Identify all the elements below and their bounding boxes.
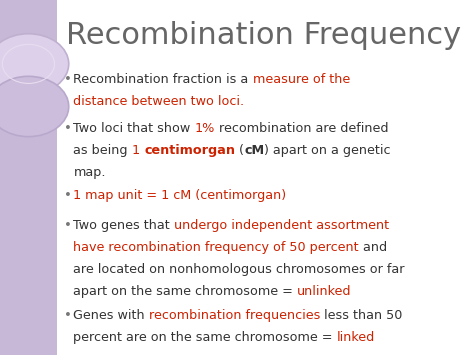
Text: percent are on the same chromosome =: percent are on the same chromosome =	[73, 331, 337, 344]
Text: linked: linked	[337, 331, 375, 344]
Text: measure of the: measure of the	[253, 73, 350, 86]
Text: •: •	[64, 73, 72, 86]
Text: Recombination Frequency: Recombination Frequency	[66, 21, 462, 50]
Text: apart on the same chromosome =: apart on the same chromosome =	[73, 285, 297, 299]
Text: •: •	[64, 219, 72, 233]
Text: are located on nonhomologous chromosomes or far: are located on nonhomologous chromosomes…	[73, 263, 405, 277]
Text: centimorgan: centimorgan	[144, 144, 235, 158]
Text: Two genes that: Two genes that	[73, 219, 174, 233]
Text: Two loci that show: Two loci that show	[73, 122, 195, 136]
FancyBboxPatch shape	[0, 0, 57, 355]
Text: •: •	[64, 309, 72, 322]
Text: distance between two loci.: distance between two loci.	[73, 95, 245, 108]
Text: map.: map.	[73, 166, 106, 180]
Text: •: •	[64, 122, 72, 136]
Text: recombination are defined: recombination are defined	[215, 122, 389, 136]
Text: Recombination fraction is a: Recombination fraction is a	[73, 73, 253, 86]
Text: and: and	[359, 241, 387, 255]
Text: recombination frequencies: recombination frequencies	[149, 309, 320, 322]
Circle shape	[0, 34, 69, 94]
Text: undergo independent assortment: undergo independent assortment	[174, 219, 389, 233]
Text: have recombination frequency of 50 percent: have recombination frequency of 50 perce…	[73, 241, 359, 255]
Text: 1: 1	[132, 144, 144, 158]
Text: •: •	[64, 189, 72, 202]
Text: 1 map unit = 1 cM (centimorgan): 1 map unit = 1 cM (centimorgan)	[73, 189, 287, 202]
Text: as being: as being	[73, 144, 132, 158]
Text: ) apart on a genetic: ) apart on a genetic	[264, 144, 391, 158]
Text: cM: cM	[244, 144, 264, 158]
Circle shape	[0, 76, 69, 137]
Text: less than 50: less than 50	[320, 309, 403, 322]
Text: 1%: 1%	[195, 122, 215, 136]
Text: (: (	[235, 144, 244, 158]
Text: unlinked: unlinked	[297, 285, 352, 299]
Text: Genes with: Genes with	[73, 309, 149, 322]
